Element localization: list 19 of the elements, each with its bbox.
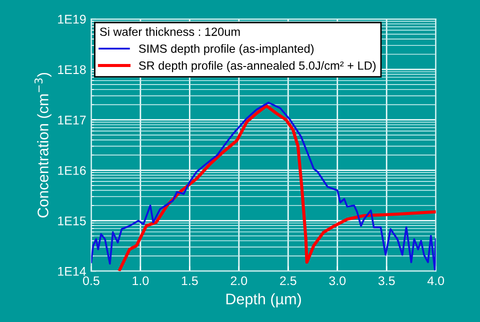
x-tick-label: 3.5 — [378, 276, 395, 286]
y-tick-label: 1E15 — [58, 216, 86, 226]
legend-label: SR depth profile (as-annealed 5.0J/cm² + LD) — [138, 61, 376, 72]
legend-label: SIMS depth profile (as-implanted) — [138, 44, 314, 56]
x-tick-label: 2.5 — [280, 276, 296, 286]
y-tick-label: 1E16 — [58, 166, 86, 175]
x-tick-label: 0.5 — [83, 276, 100, 286]
y-tick-label: 1E19 — [58, 14, 86, 24]
y-axis-title: Concentration (cm$^{−3}$) — [34, 72, 52, 218]
y-tick-label: 1E17 — [58, 116, 86, 124]
x-tick-label: 4.0 — [427, 276, 444, 286]
x-tick-label: 3.0 — [329, 276, 346, 286]
x-axis-title: Depth (µm) — [226, 293, 301, 308]
x-tick-label: 2.0 — [230, 276, 248, 286]
x-tick-label: 1.0 — [132, 276, 149, 286]
y-tick-label: 1E18 — [58, 65, 86, 74]
legend-title: Si wafer thickness : 120um — [100, 27, 240, 36]
y-tick-label: 1E14 — [58, 267, 86, 276]
x-tick-label: 1.5 — [182, 276, 198, 286]
